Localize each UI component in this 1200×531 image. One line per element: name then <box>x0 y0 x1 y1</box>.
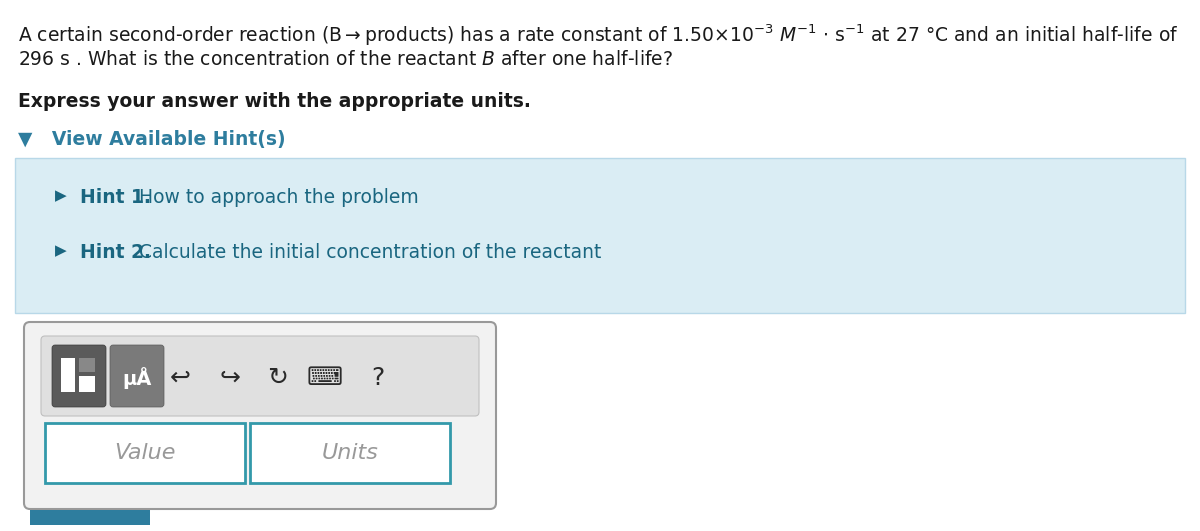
Bar <box>79 376 95 392</box>
Text: ?: ? <box>371 366 385 390</box>
Text: Units: Units <box>322 443 378 463</box>
FancyBboxPatch shape <box>110 345 164 407</box>
FancyBboxPatch shape <box>52 345 106 407</box>
Text: ▼   View Available Hint(s): ▼ View Available Hint(s) <box>18 130 286 149</box>
Text: Express your answer with the appropriate units.: Express your answer with the appropriate… <box>18 92 530 111</box>
Text: ↻: ↻ <box>268 366 288 390</box>
Text: Calculate the initial concentration of the reactant: Calculate the initial concentration of t… <box>133 243 601 262</box>
Text: Hint 1.: Hint 1. <box>80 188 151 207</box>
Bar <box>14 158 1186 313</box>
Text: μÅ: μÅ <box>122 367 151 389</box>
Bar <box>46 423 245 483</box>
Text: ▶: ▶ <box>55 188 67 203</box>
FancyBboxPatch shape <box>24 322 496 509</box>
FancyBboxPatch shape <box>41 336 479 416</box>
Bar <box>79 358 95 372</box>
Text: ▶: ▶ <box>55 243 67 258</box>
Text: Value: Value <box>114 443 175 463</box>
Text: ↩: ↩ <box>169 366 191 390</box>
Text: A certain second-order reaction (B$\rightarrow$products) has a rate constant of : A certain second-order reaction (B$\righ… <box>18 22 1178 47</box>
Text: ↪: ↪ <box>220 366 240 390</box>
Text: Hint 2.: Hint 2. <box>80 243 151 262</box>
Bar <box>250 423 450 483</box>
Text: 296 s . What is the concentration of the reactant $\mathit{B}$ after one half-li: 296 s . What is the concentration of the… <box>18 50 673 69</box>
Text: ⌨: ⌨ <box>307 366 343 390</box>
Text: How to approach the problem: How to approach the problem <box>133 188 419 207</box>
Bar <box>61 358 74 392</box>
Bar <box>30 510 150 525</box>
